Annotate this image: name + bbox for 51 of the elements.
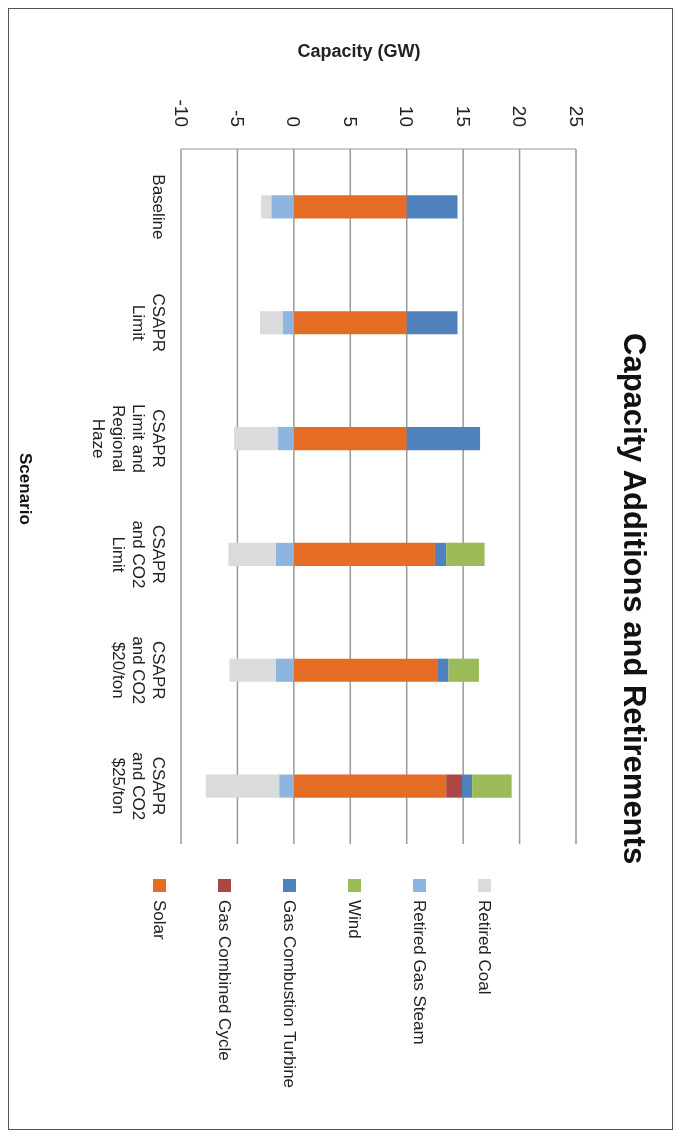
y-axis-title: Scenario [15,452,35,527]
x-tick-label: 10 [396,105,418,127]
x-tick-label: 20 [509,105,531,127]
legend-label: Wind [344,900,364,939]
legend-label: Retired Coal [474,900,494,995]
bar [271,195,294,219]
bar [434,542,447,566]
y-tick-label: CSAPR and CO2 $20/ton [109,636,168,705]
legend-label: Retired Gas Steam [409,900,429,1045]
x-tick-label: -5 [226,110,248,127]
bar [279,774,294,798]
bar [446,774,463,798]
x-tick-label: 25 [565,105,587,127]
bar [293,427,407,451]
bar [448,658,479,682]
bar [293,311,407,335]
bar [437,658,449,682]
bar [260,311,283,335]
legend-label: Solar [149,900,169,940]
x-tick-label: -10 [170,99,192,127]
bar [406,311,458,335]
x-tick-label: 15 [452,105,474,127]
bar [462,774,473,798]
bar [205,774,280,798]
bar [228,542,276,566]
bar [293,195,407,219]
bar [406,427,481,451]
text: Capacity Additions and Retirements [616,332,652,867]
bar [293,542,435,566]
bar [275,542,294,566]
bar [406,195,458,219]
x-tick-label: 0 [283,116,305,127]
legend-label: Gas Combined Cycle [214,900,234,1061]
y-tick-label: Baseline [149,174,168,240]
bar [229,658,276,682]
x-axis-title: Capacity (GW) [296,41,422,62]
bar [293,658,438,682]
x-tick-label: 5 [339,116,361,127]
bar [446,542,485,566]
y-tick-label: CSAPR and CO2 $25/ton [109,752,168,821]
legend-label: Gas Combustion Turbine [279,900,299,1089]
bar [275,658,294,682]
y-tick-label: CSAPR and CO2 Limit [109,520,168,589]
bar [472,774,512,798]
bar [278,427,294,451]
bar [293,774,447,798]
bar [234,427,279,451]
y-tick-label: CSAPR Limit and Regional Haze [89,404,168,474]
bar [261,195,272,219]
y-tick-label: CSAPR Limit [129,293,168,353]
bar [282,311,294,335]
